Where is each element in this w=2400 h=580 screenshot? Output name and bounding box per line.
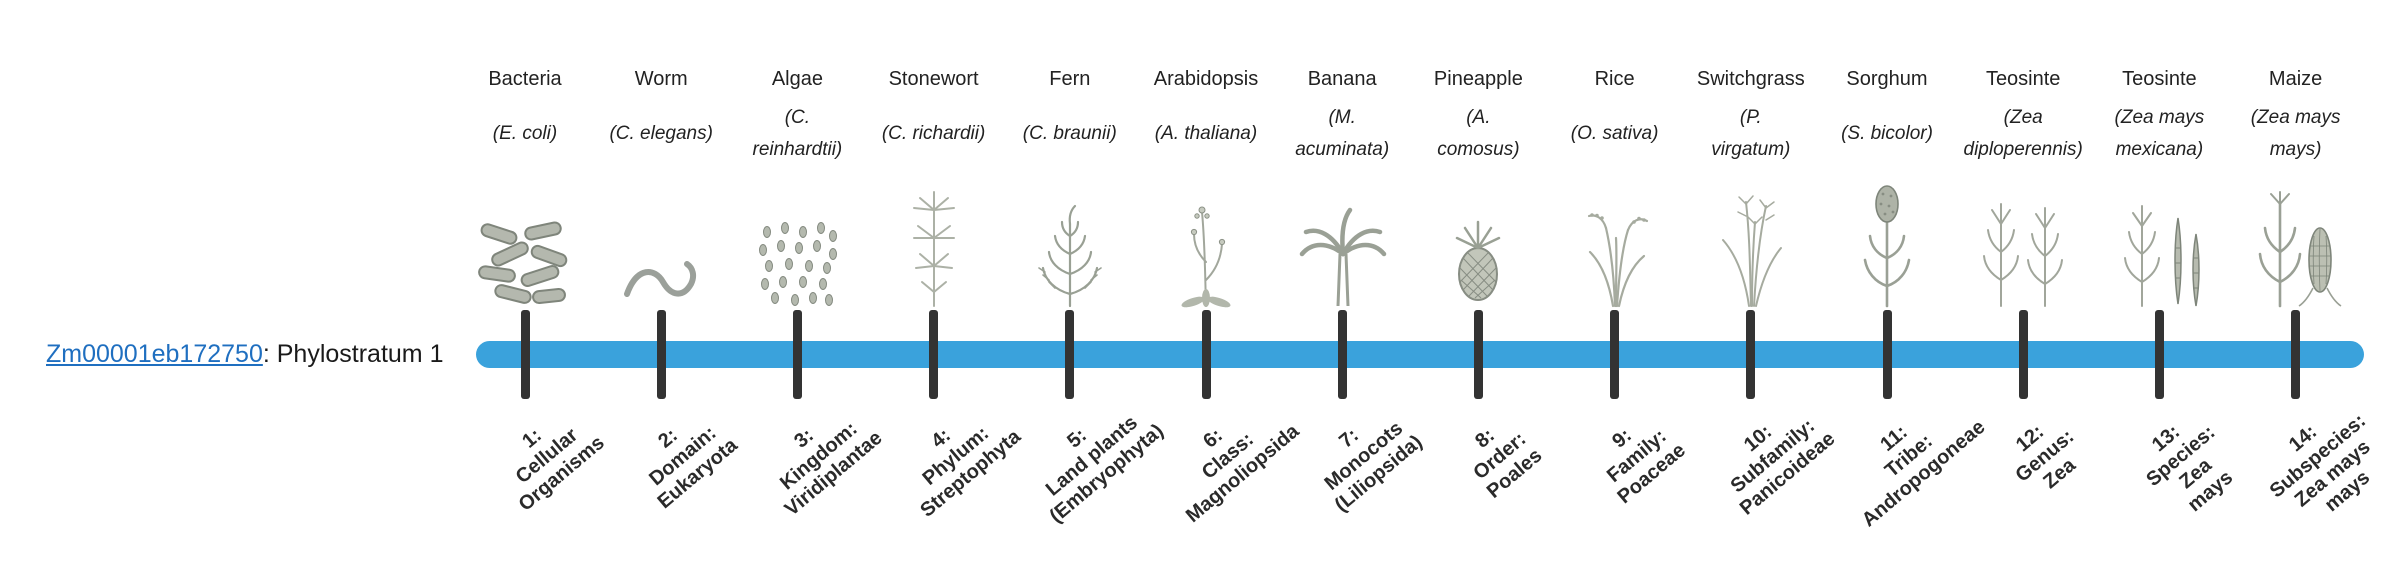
organism-name: Switchgrass xyxy=(1696,68,1805,90)
arabidopsis-icon xyxy=(1171,194,1241,308)
organism-scientific-name: (O. sativa) xyxy=(1570,123,1659,144)
phylostratum-tick-label: 2: Domain: Eukaryota xyxy=(645,421,742,514)
organism-name: Algae xyxy=(771,68,823,90)
organism-scientific-name: (Zea diploperennis) xyxy=(1963,107,2083,160)
organism-illustration xyxy=(1000,168,1140,308)
timeline-tick xyxy=(656,310,666,399)
maize-icon xyxy=(2248,186,2343,308)
organism-scientific-name: (A. thaliana) xyxy=(1154,123,1258,144)
organism-scientific-name: (C. reinhardtii) xyxy=(752,107,843,160)
organism-illustration xyxy=(1136,168,1276,308)
rice-icon xyxy=(1572,194,1658,308)
algae-icon xyxy=(755,220,839,308)
teosinte-diploperennis-icon xyxy=(1973,188,2073,308)
timeline-tick xyxy=(1337,310,1347,399)
organism-illustration xyxy=(1272,168,1412,308)
pineapple-icon xyxy=(1447,202,1509,308)
timeline-tick xyxy=(1882,310,1892,399)
phylostratum-tick-label: 12: Genus: Zea xyxy=(2011,420,2081,494)
organism-scientific-name: (E. coli) xyxy=(492,123,558,144)
organism-illustration xyxy=(1545,168,1685,308)
phylostratum-tick-label: 10: Subfamily: Panicoideae xyxy=(1726,414,1840,520)
organism-scientific-name: (A. comosus) xyxy=(1437,107,1520,160)
gene-label: Zm00001eb172750: Phylostratum 1 xyxy=(46,341,444,368)
organism-illustration xyxy=(591,168,731,308)
organism-illustration xyxy=(455,168,595,308)
organism-name: Arabidopsis xyxy=(1153,68,1259,90)
phylostratum-tick-label: 1: Cellular Organisms xyxy=(511,424,609,516)
organism-name: Banana xyxy=(1307,68,1377,90)
organism-name: Teosinte xyxy=(2122,68,2197,90)
timeline-tick xyxy=(929,310,939,399)
timeline-tick xyxy=(1473,310,1483,399)
timeline-tick xyxy=(2291,310,2301,399)
organism-illustration xyxy=(864,168,1004,308)
phylostratum-tick-label: 6: Class: Magnoliopsida xyxy=(1181,420,1304,528)
phylostratum-tick-label: 8: Order: Poales xyxy=(1469,424,1547,503)
fern-icon xyxy=(1025,202,1115,308)
sorghum-icon xyxy=(1857,180,1917,308)
phylostratum-tick-label: 14: Subspecies: Zea mays mays xyxy=(2265,409,2375,517)
timeline-tick xyxy=(792,310,802,399)
organism-scientific-name: (C. richardii) xyxy=(881,123,986,144)
organism-name: Fern xyxy=(1049,68,1091,90)
bacteria-icon xyxy=(475,220,575,308)
organism-scientific-name: (S. bicolor) xyxy=(1841,123,1933,144)
organism-illustration xyxy=(2089,168,2229,308)
timeline-tick xyxy=(1201,310,1211,399)
stonewort-icon xyxy=(902,188,966,308)
organism-name: Maize xyxy=(2268,68,2323,90)
switchgrass-icon xyxy=(1711,188,1791,308)
organism-illustration xyxy=(2226,168,2366,308)
phylostratum-tick-label: 4: Phylum: Streptophyta xyxy=(915,422,1025,522)
phylostratum-tick-label: 5: Land plants (Embryophyta) xyxy=(1041,411,1168,528)
organism-illustration xyxy=(1953,168,2093,308)
organism-name: Sorghum xyxy=(1846,68,1928,90)
phylostratum-tick-label: 9: Family: Poaceae xyxy=(1602,424,1690,509)
organism-scientific-name: (M. acuminata) xyxy=(1295,107,1390,160)
organism-scientific-name: (Zea mays mays) xyxy=(2250,107,2341,160)
timeline-tick xyxy=(1610,310,1620,399)
banana-icon xyxy=(1292,196,1392,308)
timeline-tick xyxy=(2154,310,2164,399)
organism-name: Rice xyxy=(1594,68,1635,90)
organism-illustration xyxy=(1817,168,1957,308)
timeline-tick xyxy=(2018,310,2028,399)
timeline-tick xyxy=(1746,310,1756,399)
organism-illustration xyxy=(1681,168,1821,308)
organism-name: Teosinte xyxy=(1985,68,2061,90)
phylostratum-tick-label: 13: Species: Zea mays xyxy=(2142,420,2238,517)
organism-scientific-name: (Zea mays mexicana) xyxy=(2114,107,2205,160)
organism-scientific-name: (C. braunii) xyxy=(1022,123,1117,144)
timeline-tick xyxy=(1065,310,1075,399)
phylostratum-tick-label: 3: Kingdom: Viridiplantae xyxy=(776,417,887,521)
organism-name: Pineapple xyxy=(1433,68,1523,90)
organism-illustration xyxy=(1408,168,1548,308)
gene-link[interactable]: Zm00001eb172750 xyxy=(46,340,263,368)
worm-icon xyxy=(621,246,701,308)
organism-scientific-name: (C. elegans) xyxy=(609,123,713,144)
organism-name: Bacteria xyxy=(488,68,562,90)
phylostratum-text: : Phylostratum 1 xyxy=(262,340,444,368)
organism-illustration xyxy=(727,168,867,308)
phylostratum-tick-label: 7: Monocots (Liliopsida) xyxy=(1320,417,1427,517)
timeline-bar xyxy=(476,341,2364,368)
organism-scientific-name: (P. virgatum) xyxy=(1711,107,1791,160)
timeline-tick xyxy=(520,310,530,399)
organism-name: Worm xyxy=(634,68,688,90)
phylostratum-tick-label: 11: Tribe: Andropogoneae xyxy=(1857,415,1990,532)
organism-name: Stonewort xyxy=(888,68,979,90)
teosinte-mexicana-icon xyxy=(2112,188,2207,308)
